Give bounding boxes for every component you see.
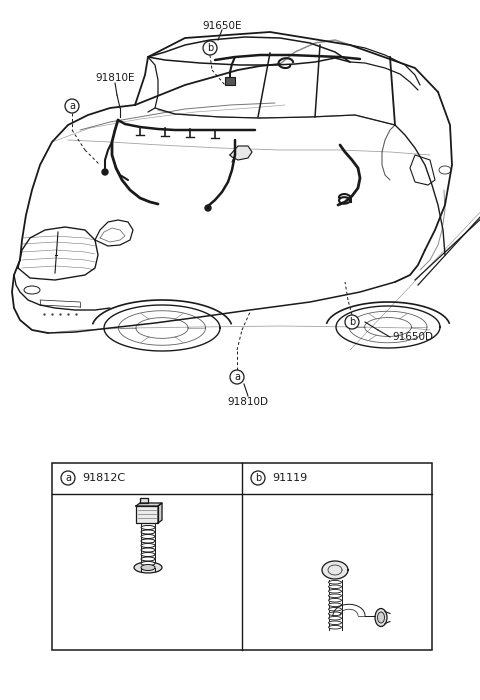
Polygon shape <box>230 146 252 160</box>
Bar <box>225 77 235 85</box>
Text: 91650E: 91650E <box>202 21 242 31</box>
Ellipse shape <box>328 594 341 598</box>
Bar <box>52 463 432 650</box>
Circle shape <box>251 471 265 485</box>
Circle shape <box>230 370 244 384</box>
Circle shape <box>61 471 75 485</box>
Text: a: a <box>69 101 75 111</box>
Ellipse shape <box>141 552 155 557</box>
Ellipse shape <box>328 617 341 620</box>
Text: b: b <box>207 43 213 53</box>
Ellipse shape <box>328 598 341 602</box>
Circle shape <box>102 169 108 175</box>
Circle shape <box>205 205 211 211</box>
Ellipse shape <box>141 535 155 538</box>
Circle shape <box>65 99 79 113</box>
Ellipse shape <box>141 548 155 552</box>
Circle shape <box>203 41 217 55</box>
Text: a: a <box>65 473 71 483</box>
Ellipse shape <box>141 526 155 529</box>
Ellipse shape <box>328 626 341 629</box>
Ellipse shape <box>328 603 341 606</box>
Text: 91650D: 91650D <box>392 332 433 342</box>
Ellipse shape <box>375 608 387 626</box>
Ellipse shape <box>141 557 155 561</box>
Ellipse shape <box>328 580 341 584</box>
Circle shape <box>345 315 359 329</box>
Text: 91119: 91119 <box>272 473 307 483</box>
Ellipse shape <box>328 612 341 615</box>
Polygon shape <box>158 503 162 523</box>
Ellipse shape <box>134 562 162 573</box>
Text: b: b <box>255 473 261 483</box>
Ellipse shape <box>377 612 384 623</box>
Ellipse shape <box>141 564 155 570</box>
Ellipse shape <box>328 621 341 624</box>
Ellipse shape <box>328 608 341 611</box>
Polygon shape <box>140 498 148 503</box>
Text: 91810E: 91810E <box>95 73 135 83</box>
Ellipse shape <box>141 530 155 534</box>
FancyBboxPatch shape <box>136 506 158 523</box>
Ellipse shape <box>328 589 341 593</box>
Text: a: a <box>234 372 240 382</box>
Text: 91810D: 91810D <box>228 397 268 407</box>
Ellipse shape <box>141 543 155 547</box>
Polygon shape <box>136 503 162 506</box>
Ellipse shape <box>141 561 155 566</box>
Polygon shape <box>322 561 348 579</box>
Text: 91812C: 91812C <box>82 473 125 483</box>
Text: b: b <box>349 317 355 327</box>
Ellipse shape <box>141 539 155 543</box>
Ellipse shape <box>328 585 341 589</box>
